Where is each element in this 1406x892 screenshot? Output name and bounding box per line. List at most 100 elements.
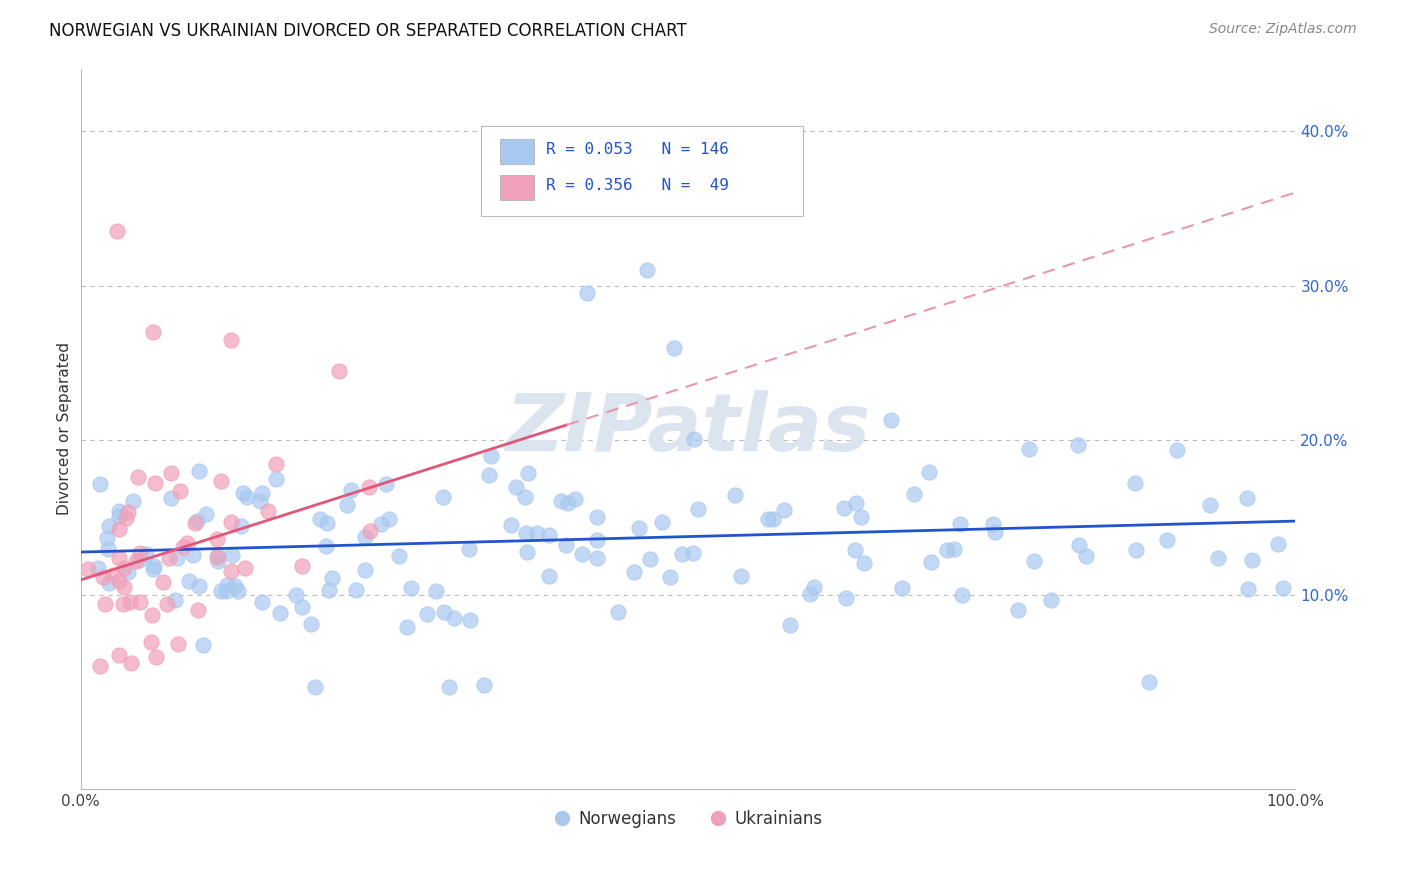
Point	[1206, 551, 1229, 566]
Point	[169, 484, 191, 499]
Point	[370, 516, 392, 531]
Point	[229, 519, 252, 533]
Point	[186, 514, 208, 528]
Point	[108, 648, 131, 663]
Point	[1123, 476, 1146, 491]
Point	[328, 364, 350, 378]
Point	[416, 607, 439, 621]
Point	[835, 591, 858, 606]
Point	[266, 472, 288, 486]
Point	[142, 562, 165, 576]
Point	[1066, 438, 1088, 452]
Point	[249, 493, 271, 508]
Point	[155, 597, 177, 611]
FancyBboxPatch shape	[499, 139, 534, 163]
Point	[1125, 543, 1147, 558]
Point	[388, 549, 411, 564]
Point	[127, 470, 149, 484]
Point	[433, 605, 456, 619]
Point	[950, 588, 973, 602]
Point	[87, 560, 110, 574]
Point	[121, 656, 143, 670]
Point	[96, 542, 118, 557]
Point	[505, 480, 527, 494]
Point	[108, 574, 131, 588]
Point	[935, 543, 957, 558]
Point	[184, 516, 207, 530]
Point	[166, 551, 188, 566]
Point	[269, 606, 291, 620]
Point	[849, 510, 872, 524]
Point	[112, 561, 135, 575]
Point	[359, 524, 381, 539]
Point	[120, 595, 142, 609]
Point	[353, 563, 375, 577]
Point	[439, 680, 461, 694]
Point	[554, 538, 576, 552]
Point	[121, 494, 143, 508]
Point	[221, 333, 243, 347]
Point	[141, 607, 163, 622]
Point	[425, 584, 447, 599]
Point	[891, 581, 914, 595]
Point	[129, 546, 152, 560]
Point	[226, 583, 249, 598]
Point	[112, 580, 135, 594]
Text: R = 0.356   N =  49: R = 0.356 N = 49	[546, 178, 728, 193]
Point	[1237, 582, 1260, 596]
Y-axis label: Divorced or Separated: Divorced or Separated	[58, 343, 72, 516]
Point	[682, 432, 704, 446]
Point	[399, 582, 422, 596]
Point	[143, 475, 166, 490]
Point	[108, 509, 131, 524]
Point	[232, 486, 254, 500]
Point	[353, 530, 375, 544]
Point	[340, 483, 363, 497]
Point	[315, 516, 337, 531]
Point	[516, 545, 538, 559]
Point	[108, 522, 131, 536]
Point	[918, 465, 941, 479]
Point	[111, 597, 134, 611]
Point	[576, 286, 599, 301]
Point	[1267, 536, 1289, 550]
Point	[443, 610, 465, 624]
Point	[949, 516, 972, 531]
Point	[299, 616, 322, 631]
Point	[187, 603, 209, 617]
Point	[1236, 491, 1258, 505]
Point	[135, 547, 157, 561]
Point	[214, 584, 236, 599]
Point	[219, 516, 242, 530]
Text: Source: ZipAtlas.com: Source: ZipAtlas.com	[1209, 22, 1357, 37]
Point	[730, 569, 752, 583]
Point	[585, 533, 607, 547]
Point	[160, 467, 183, 481]
Point	[762, 512, 785, 526]
Point	[159, 491, 181, 505]
Point	[832, 500, 855, 515]
Point	[97, 575, 120, 590]
Point	[538, 528, 561, 542]
Point	[139, 635, 162, 649]
Point	[513, 491, 536, 505]
Point	[571, 547, 593, 561]
Point	[564, 492, 586, 507]
Point	[209, 583, 232, 598]
Point	[108, 504, 131, 518]
Point	[207, 532, 229, 546]
Point	[537, 569, 560, 583]
Point	[128, 595, 150, 609]
Point	[472, 678, 495, 692]
Point	[586, 550, 609, 565]
Point	[105, 224, 128, 238]
Point	[479, 449, 502, 463]
Point	[636, 263, 658, 277]
Point	[526, 526, 548, 541]
Text: NORWEGIAN VS UKRAINIAN DIVORCED OR SEPARATED CORRELATION CHART: NORWEGIAN VS UKRAINIAN DIVORCED OR SEPAR…	[49, 22, 688, 40]
Legend: Norwegians, Ukrainians: Norwegians, Ukrainians	[547, 804, 830, 835]
Point	[291, 559, 314, 574]
Point	[682, 546, 704, 560]
Point	[724, 488, 747, 502]
Point	[236, 490, 259, 504]
